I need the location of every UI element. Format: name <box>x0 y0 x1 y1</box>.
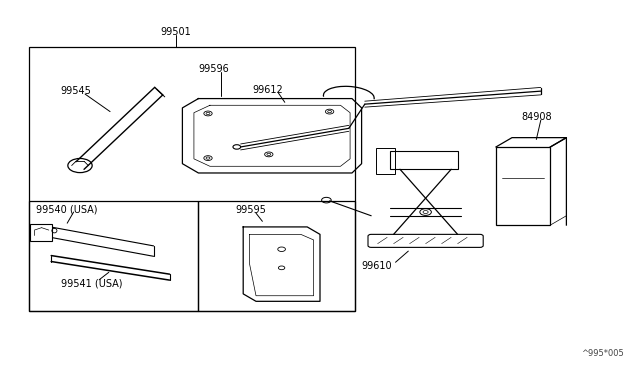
Bar <box>29 201 198 311</box>
Text: 99596: 99596 <box>198 64 229 74</box>
Text: 99595: 99595 <box>236 205 266 215</box>
Text: 99612: 99612 <box>253 85 284 95</box>
Text: ^995*005: ^995*005 <box>581 349 624 358</box>
Text: 99501: 99501 <box>161 27 191 36</box>
Bar <box>29 46 355 311</box>
Text: 99545: 99545 <box>61 86 92 96</box>
Bar <box>198 201 355 311</box>
Bar <box>30 224 52 241</box>
Bar <box>496 147 550 225</box>
Text: 84908: 84908 <box>522 112 552 122</box>
Text: 99541 (USA): 99541 (USA) <box>61 279 122 288</box>
Text: 99610: 99610 <box>362 261 392 271</box>
Text: 99540 (USA): 99540 (USA) <box>36 205 98 214</box>
